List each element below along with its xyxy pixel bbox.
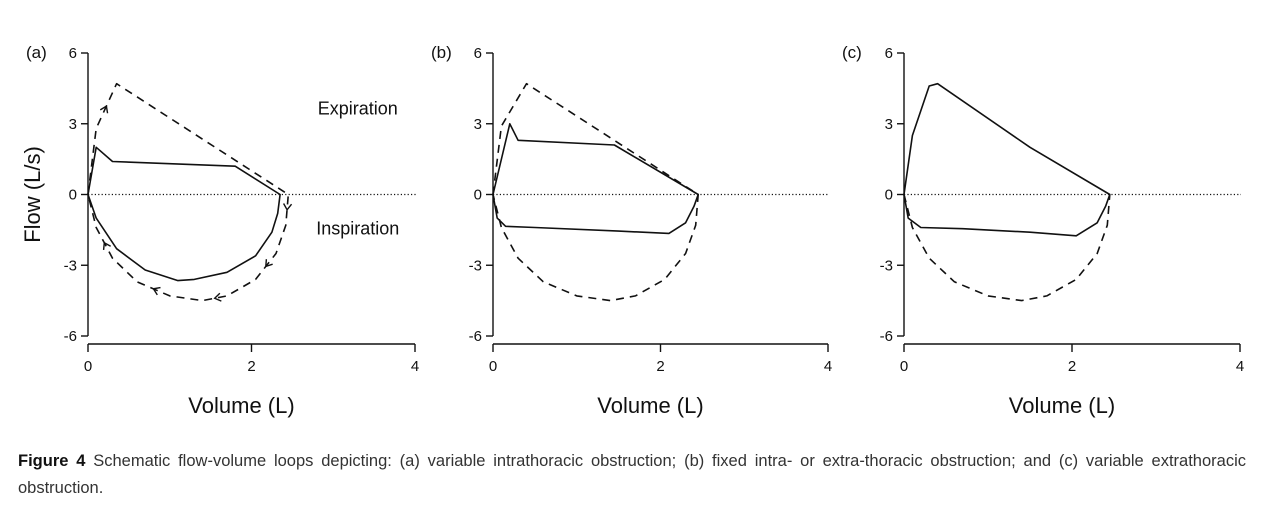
panel-1: (a) -6 -3 0 3 6 0 2 4 Volume (L) Flow (L/s) Expirat… (20, 43, 419, 418)
y-tick-label: 0 (474, 187, 482, 204)
panel-3: (c) -6 -3 0 3 6 0 2 4 Volume (L) (842, 43, 1244, 418)
x-tick-label: 4 (411, 358, 419, 375)
y-axis-title: Flow (L/s) (20, 146, 45, 243)
x-tick-label: 2 (1068, 358, 1076, 375)
y-tick-label: 6 (474, 45, 482, 62)
y-tick-label: -6 (469, 328, 482, 345)
x-axis-title: Volume (L) (597, 393, 703, 418)
x-tick-label: 4 (1236, 358, 1244, 375)
annotation-inspiration: Inspiration (316, 219, 399, 239)
direction-arrow (282, 203, 293, 212)
y-tick-label: 0 (885, 187, 893, 204)
direction-arrow (265, 259, 273, 268)
y-tick-label: 6 (885, 45, 893, 62)
x-tick-label: 0 (84, 358, 92, 375)
flow-volume-figure: (a) -6 -3 0 3 6 0 2 4 Volume (L) Flow (L/s) Expirat… (20, 43, 1244, 418)
direction-arrow (152, 286, 161, 296)
direction-arrow (102, 241, 111, 251)
panel-label: (c) (842, 43, 862, 62)
y-tick-label: -3 (64, 257, 77, 274)
y-tick-label: -6 (880, 328, 893, 345)
y-tick-label: 6 (69, 45, 77, 62)
y-tick-label: 3 (69, 116, 77, 133)
panel-label: (b) (431, 43, 452, 62)
panel-label: (a) (26, 43, 47, 62)
x-tick-label: 2 (656, 358, 664, 375)
y-tick-label: -3 (880, 257, 893, 274)
y-tick-label: 0 (69, 187, 77, 204)
caption-label: Figure 4 (18, 452, 86, 470)
predicted-loop-2 (903, 194, 1111, 302)
measured-loop-1 (87, 146, 281, 282)
figure-caption: Figure 4 Schematic flow-volume loops dep… (18, 448, 1246, 502)
y-tick-label: -6 (64, 328, 77, 345)
predicted-loop-2 (87, 82, 290, 302)
caption-text: Schematic flow-volume loops depicting: (… (18, 452, 1246, 497)
y-tick-label: 3 (474, 116, 482, 133)
x-tick-label: 4 (824, 358, 832, 375)
x-tick-label: 0 (489, 358, 497, 375)
direction-arrow (99, 104, 109, 114)
annotation-expiration: Expiration (318, 98, 398, 118)
measured-loop-1 (492, 123, 699, 235)
x-axis-title: Volume (L) (188, 393, 294, 418)
measured-loop-1 (903, 82, 1111, 237)
direction-arrow (213, 292, 222, 302)
panel-2: (b) -6 -3 0 3 6 0 2 4 Volume (L) (431, 43, 832, 418)
x-tick-label: 2 (247, 358, 255, 375)
y-tick-label: -3 (469, 257, 482, 274)
y-tick-label: 3 (885, 116, 893, 133)
x-axis-title: Volume (L) (1009, 393, 1115, 418)
x-tick-label: 0 (900, 358, 908, 375)
predicted-loop-2 (492, 82, 699, 302)
